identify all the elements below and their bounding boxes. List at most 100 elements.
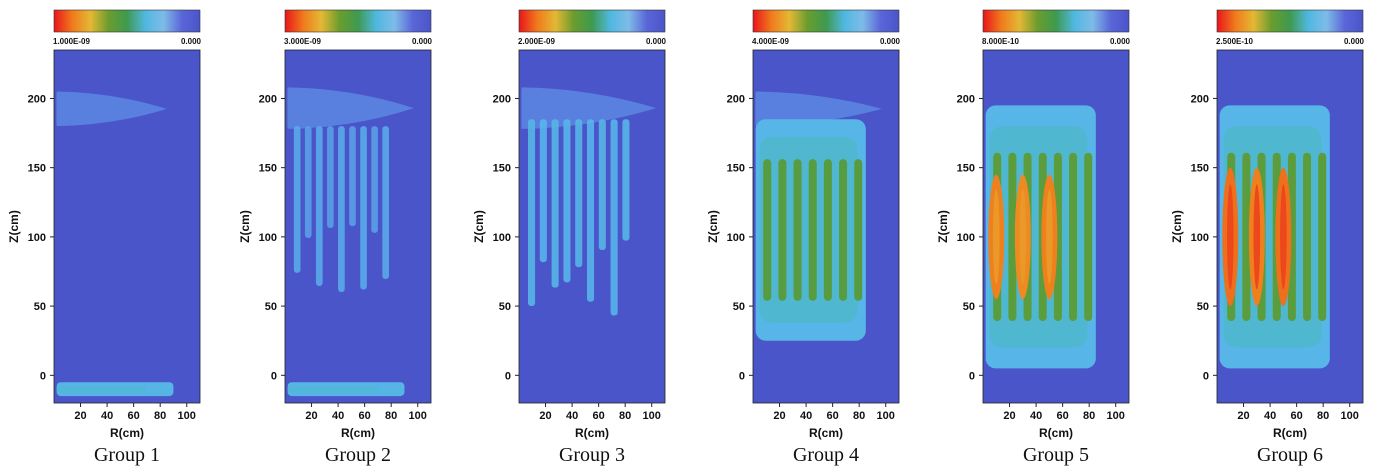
- streak: [551, 119, 559, 288]
- y-axis-label: Z(cm): [238, 210, 252, 243]
- y-axis-label: Z(cm): [1170, 210, 1184, 243]
- streak: [349, 126, 356, 227]
- x-tick-label: 60: [593, 410, 605, 422]
- y-tick-label: 50: [34, 301, 46, 313]
- streak: [382, 126, 389, 280]
- panel-title: Group 4: [793, 444, 859, 466]
- y-tick-label: 100: [957, 232, 975, 244]
- x-tick-label: 100: [1107, 410, 1125, 422]
- y-tick-label: 200: [957, 93, 975, 105]
- x-tick-label: 80: [1317, 410, 1329, 422]
- y-tick-label: 100: [727, 232, 745, 244]
- x-tick-label: 80: [853, 410, 865, 422]
- streak: [527, 119, 536, 307]
- streak: [293, 126, 301, 273]
- colorbar: [284, 9, 432, 33]
- colorbar: [1216, 9, 1364, 33]
- y-axis-label: Z(cm): [706, 210, 720, 243]
- colorbar: [53, 9, 201, 33]
- colorbar-max-label: 1.000E-09: [53, 37, 90, 46]
- x-axis-label: R(cm): [809, 426, 843, 440]
- x-tick-label: 20: [539, 410, 551, 422]
- hotspot-core: [1019, 189, 1027, 285]
- colorbar-min-label: 0.000: [412, 37, 433, 46]
- colorbar-min-label: 0.000: [880, 37, 901, 46]
- column-stripe: [1287, 152, 1296, 322]
- colorbar-min-label: 0.000: [1344, 37, 1365, 46]
- plot-frame: [518, 49, 666, 404]
- colorbar: [518, 9, 666, 33]
- y-tick-label: 150: [1191, 163, 1209, 175]
- y-tick-label: 0: [1203, 370, 1209, 382]
- streak: [327, 126, 334, 229]
- plot-frame: [284, 49, 432, 404]
- y-axis-label: Z(cm): [936, 210, 950, 243]
- column-stripe: [1053, 152, 1062, 322]
- streak: [610, 119, 618, 316]
- intensity-field: [985, 105, 1096, 369]
- y-tick-label: 0: [969, 370, 975, 382]
- column-stripe: [854, 159, 863, 301]
- y-tick-label: 100: [259, 232, 277, 244]
- y-tick-label: 0: [271, 370, 277, 382]
- hotspot-core: [1046, 189, 1053, 285]
- y-tick-label: 150: [259, 163, 277, 175]
- x-tick-label: 100: [178, 410, 196, 422]
- x-axis-label: R(cm): [341, 426, 375, 440]
- intensity-field: [287, 87, 414, 397]
- y-tick-label: 150: [957, 163, 975, 175]
- y-tick-label: 0: [739, 370, 745, 382]
- column-stripe: [1069, 152, 1078, 322]
- panel-title: Group 2: [325, 444, 391, 466]
- x-axis-label: R(cm): [1273, 426, 1307, 440]
- plume-layer: [287, 87, 414, 129]
- intensity-field: [56, 91, 174, 397]
- x-tick-label: 80: [154, 410, 166, 422]
- hotspot-core: [1280, 184, 1287, 290]
- heatmap-panel-1: 1.000E-09 0.000 0 50 100 150 200 20 40 60 80 100 R(c…: [7, 9, 202, 466]
- hotspot-core: [1253, 184, 1261, 290]
- y-axis-label: Z(cm): [7, 210, 21, 243]
- column-stripe: [808, 159, 817, 301]
- y-tick-label: 50: [265, 301, 277, 313]
- column-stripe: [793, 159, 802, 301]
- colorbar-min-label: 0.000: [646, 37, 667, 46]
- x-tick-label: 60: [359, 410, 371, 422]
- x-tick-label: 40: [1030, 410, 1042, 422]
- streak: [315, 126, 323, 286]
- column-stripe: [1242, 152, 1251, 322]
- heatmap-panel-2: 3.000E-09 0.000 0 50 100 150 200 20 40 60 80 100 R(c…: [238, 9, 433, 466]
- panel-title: Group 3: [559, 444, 625, 466]
- plot-frame: [982, 49, 1130, 404]
- y-tick-label: 50: [733, 301, 745, 313]
- panel-title: Group 6: [1257, 444, 1323, 466]
- colorbar-max-label: 4.000E-09: [752, 37, 789, 46]
- colorbar-max-label: 8.000E-10: [982, 37, 1019, 46]
- intensity-field: [755, 91, 882, 341]
- y-tick-label: 200: [727, 93, 745, 105]
- hotspot-core: [1226, 184, 1234, 290]
- y-tick-label: 100: [493, 232, 511, 244]
- heatmap-panel-4: 4.000E-09 0.000 0 50 100 150 200 20 40 60 80 100 R(c…: [706, 9, 901, 466]
- streak: [304, 126, 312, 238]
- y-tick-label: 150: [727, 163, 745, 175]
- x-tick-label: 40: [1264, 410, 1276, 422]
- heatmap-panel-6: 2.500E-10 0.000 0 50 100 150 200 20 40 60 80 100 R(c…: [1170, 9, 1365, 466]
- column-stripe: [1008, 152, 1017, 322]
- streak: [539, 119, 547, 263]
- hotspot-core: [992, 189, 1000, 285]
- y-tick-label: 200: [1191, 93, 1209, 105]
- intensity-field: [521, 87, 657, 316]
- streak: [598, 119, 606, 250]
- heatmap-panel-3: 2.000E-09 0.000 0 50 100 150 200 20 40 60 80 100 R(c…: [472, 9, 667, 466]
- panel-title: Group 5: [1023, 444, 1089, 466]
- plume-layer: [755, 91, 882, 127]
- y-tick-label: 50: [963, 301, 975, 313]
- colorbar-min-label: 0.000: [181, 37, 202, 46]
- plot-frame: [53, 49, 201, 404]
- plume-layer: [521, 87, 657, 129]
- streak: [563, 119, 571, 283]
- colorbar: [982, 9, 1130, 33]
- x-tick-label: 80: [619, 410, 631, 422]
